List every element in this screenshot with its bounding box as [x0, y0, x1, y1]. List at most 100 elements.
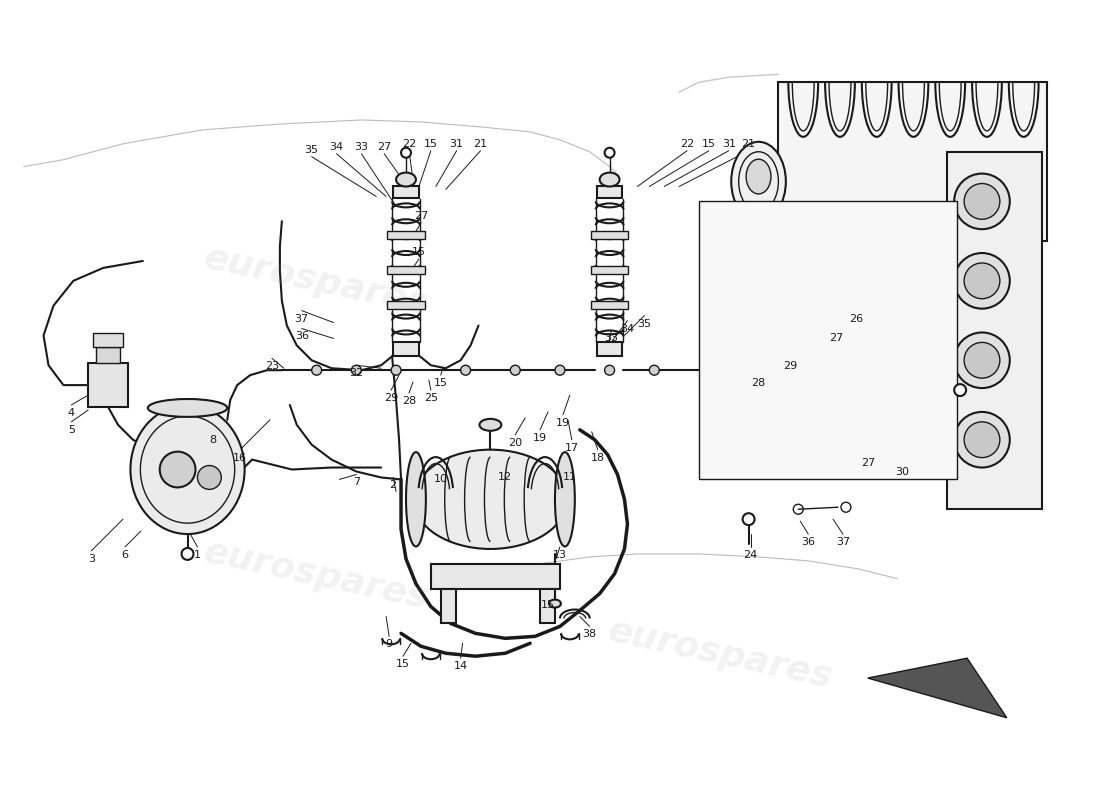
Circle shape	[198, 466, 221, 490]
Bar	[540, 589, 556, 623]
Bar	[698, 202, 957, 479]
Text: eurospares: eurospares	[605, 614, 835, 694]
Text: 26: 26	[849, 314, 862, 323]
Text: 19: 19	[556, 418, 570, 428]
Text: 22: 22	[402, 138, 416, 149]
Text: eurospares: eurospares	[200, 534, 431, 615]
Text: 33: 33	[605, 334, 618, 343]
Text: 9: 9	[386, 639, 393, 650]
Text: 27: 27	[414, 211, 428, 222]
Circle shape	[461, 366, 471, 375]
Circle shape	[402, 148, 411, 158]
Bar	[387, 231, 425, 239]
Circle shape	[954, 174, 1010, 229]
Circle shape	[954, 384, 966, 396]
Text: 27: 27	[377, 142, 392, 152]
Ellipse shape	[414, 450, 568, 549]
Text: 32: 32	[350, 368, 363, 378]
Circle shape	[311, 366, 321, 375]
Text: 15: 15	[424, 138, 438, 149]
Text: eurospares: eurospares	[200, 241, 431, 322]
Circle shape	[160, 452, 196, 487]
Text: 11: 11	[563, 473, 576, 482]
Text: 36: 36	[801, 537, 815, 547]
Circle shape	[742, 514, 755, 525]
Bar	[591, 231, 628, 239]
Circle shape	[954, 333, 1010, 388]
Circle shape	[605, 148, 615, 158]
Text: 15: 15	[411, 247, 426, 257]
Text: 18: 18	[591, 453, 605, 462]
Text: 21: 21	[473, 138, 487, 149]
Text: 3: 3	[88, 554, 95, 564]
Bar	[393, 342, 419, 356]
Polygon shape	[868, 658, 1007, 718]
Ellipse shape	[147, 399, 228, 417]
Text: 27: 27	[829, 334, 843, 343]
Text: 34: 34	[329, 142, 343, 152]
Text: 31: 31	[450, 138, 464, 149]
Text: 28: 28	[402, 396, 416, 406]
Text: 4: 4	[68, 408, 75, 418]
Ellipse shape	[746, 159, 771, 194]
Bar	[88, 363, 128, 407]
Circle shape	[964, 183, 1000, 219]
Text: 23: 23	[265, 362, 279, 371]
Text: 2: 2	[389, 481, 397, 490]
Text: 10: 10	[433, 474, 448, 485]
Circle shape	[351, 366, 361, 375]
Ellipse shape	[600, 173, 619, 186]
Circle shape	[964, 263, 1000, 298]
Bar	[431, 564, 560, 589]
Text: 25: 25	[424, 393, 438, 403]
Text: 31: 31	[722, 138, 736, 149]
Circle shape	[605, 366, 615, 375]
Text: 35: 35	[637, 318, 651, 329]
Bar	[387, 301, 425, 309]
Text: 15: 15	[396, 659, 410, 669]
Text: 16: 16	[233, 453, 248, 462]
Bar	[441, 589, 455, 623]
Circle shape	[182, 548, 194, 560]
Text: 35: 35	[305, 145, 319, 154]
Text: 19: 19	[534, 433, 547, 442]
Text: 36: 36	[295, 331, 309, 342]
Text: 6: 6	[121, 550, 129, 560]
Bar	[591, 266, 628, 274]
Text: 27: 27	[860, 458, 875, 467]
Text: 30: 30	[895, 467, 910, 478]
Text: 15: 15	[541, 599, 556, 610]
Text: 34: 34	[620, 323, 635, 334]
Text: 22: 22	[680, 138, 694, 149]
Bar	[591, 301, 628, 309]
Ellipse shape	[396, 173, 416, 186]
Circle shape	[964, 422, 1000, 458]
Ellipse shape	[549, 600, 561, 607]
Bar	[96, 347, 120, 363]
Ellipse shape	[131, 405, 244, 534]
Text: 37: 37	[295, 314, 309, 323]
Text: 29: 29	[384, 393, 398, 403]
Text: 8: 8	[209, 434, 216, 445]
Text: 12: 12	[498, 473, 513, 482]
Text: 7: 7	[353, 478, 360, 487]
Bar	[779, 82, 1046, 241]
Text: 13: 13	[553, 550, 566, 560]
Bar	[94, 334, 123, 347]
Ellipse shape	[480, 419, 502, 430]
Circle shape	[510, 366, 520, 375]
Circle shape	[649, 366, 659, 375]
Text: 20: 20	[508, 438, 522, 448]
Text: 28: 28	[751, 378, 766, 388]
Ellipse shape	[732, 142, 785, 222]
Bar	[393, 186, 419, 198]
Text: 14: 14	[453, 661, 468, 671]
Text: 21: 21	[741, 138, 756, 149]
Text: 17: 17	[564, 442, 579, 453]
Bar	[596, 342, 623, 356]
Circle shape	[954, 412, 1010, 467]
Text: 37: 37	[836, 537, 850, 547]
Text: 15: 15	[433, 378, 448, 388]
Bar	[387, 266, 425, 274]
Text: 24: 24	[744, 550, 758, 560]
